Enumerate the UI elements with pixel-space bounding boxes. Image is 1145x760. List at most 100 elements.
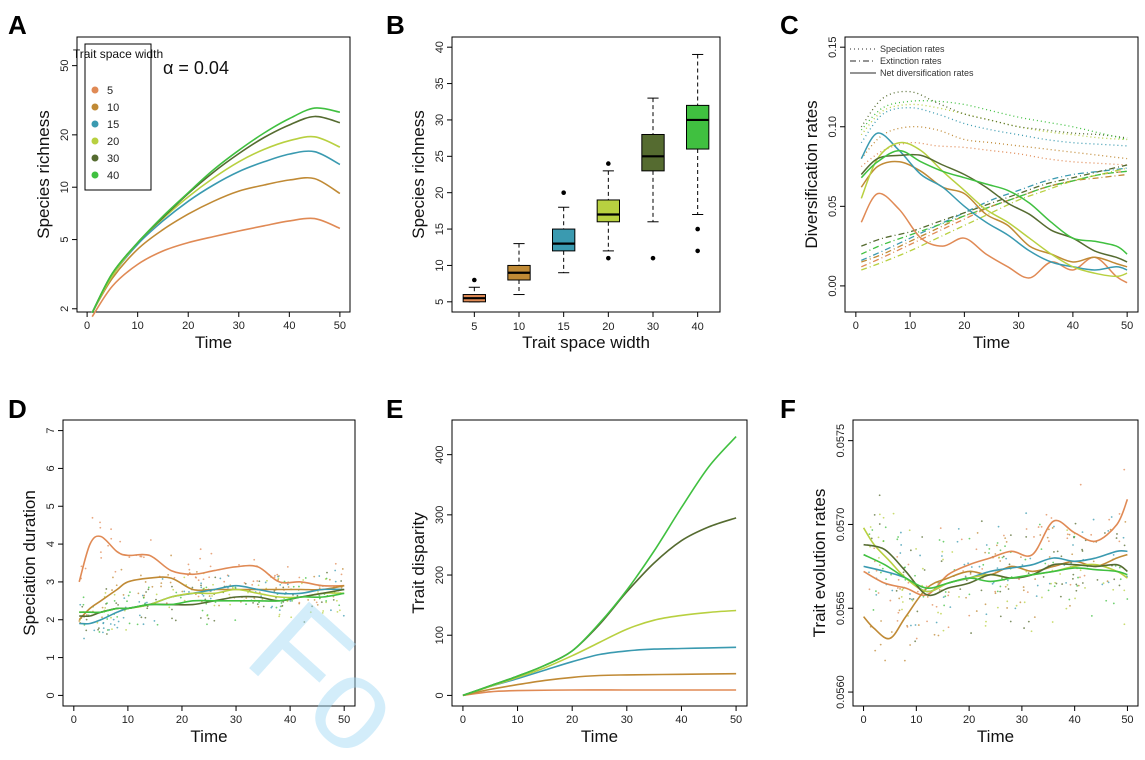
series-line-extinction-w30 (861, 164, 1128, 247)
scatter-point (1092, 560, 1095, 563)
scatter-point (321, 611, 324, 614)
scatter-point (941, 555, 943, 557)
x-tick-label: 10 (132, 320, 144, 332)
scatter-point (170, 554, 173, 557)
scatter-point (1081, 531, 1084, 534)
scatter-point (882, 540, 885, 542)
scatter-point (875, 590, 877, 593)
scatter-point (1048, 556, 1051, 558)
series-line-net-w15 (860, 132, 1128, 271)
scatter-point (340, 580, 343, 582)
series-line-speciation-w10 (860, 125, 1128, 160)
scatter-point (140, 574, 142, 577)
scatter-point (93, 629, 96, 632)
scatter-point (334, 569, 337, 572)
scatter-point (210, 552, 213, 555)
scatter-point (1112, 554, 1115, 556)
scatter-point (938, 539, 941, 541)
y-tick-label: 20 (434, 187, 446, 199)
box-15 (552, 228, 576, 252)
scatter-point (278, 615, 281, 618)
scatter-point (252, 580, 255, 583)
scatter-point (1041, 596, 1043, 599)
scatter-point (1040, 548, 1043, 551)
scatter-point (264, 581, 267, 584)
scatter-point (1115, 537, 1118, 539)
scatter-point (1092, 518, 1095, 521)
x-tick-label: 15 (558, 321, 570, 333)
x-tick-label: 30 (230, 714, 242, 726)
scatter-point (119, 540, 122, 543)
scatter-point (914, 574, 916, 577)
scatter-point (1053, 585, 1056, 588)
x-tick-label: 0 (860, 714, 866, 726)
scatter-point (304, 577, 307, 579)
scatter-point (274, 574, 276, 577)
x-axis-label: Time (581, 727, 618, 746)
y-tick-label: 5 (45, 503, 57, 509)
x-tick-label: 40 (675, 714, 687, 726)
scatter-point (895, 589, 898, 592)
scatter-point (1075, 589, 1078, 592)
x-tick-label: 30 (647, 321, 659, 333)
scatter-point (111, 628, 113, 631)
scatter-point (1056, 550, 1059, 553)
scatter-point (161, 578, 164, 580)
scatter-point (901, 601, 904, 603)
scatter-point (139, 555, 142, 558)
panel-c: 0.00 0.05 0.10 0.15 0 10 20 30 40 50 Time Diversifi… (780, 10, 1139, 352)
scatter-point (147, 588, 150, 591)
y-tick-label: 40 (434, 41, 446, 53)
scatter-point (1051, 621, 1054, 623)
scatter-point (1025, 528, 1028, 530)
scatter-point (173, 576, 176, 579)
scatter-point (985, 544, 988, 546)
x-tick-label: 0 (84, 320, 90, 332)
x-tick-label: 5 (471, 321, 477, 333)
y-tick-label: 200 (434, 566, 446, 584)
scatter-point (100, 557, 103, 559)
series-line-extinction-w20 (861, 167, 1128, 271)
scatter-point (155, 593, 158, 596)
scatter-point (102, 627, 105, 630)
scatter-point (1081, 582, 1084, 584)
scatter-point (188, 568, 191, 571)
scatter-point (202, 594, 205, 597)
scatter-point (956, 540, 959, 543)
scatter-point (896, 538, 899, 541)
scatter-point (1025, 512, 1028, 515)
y-axis-label: Trait disparity (409, 512, 428, 614)
scatter-point (963, 563, 966, 566)
scatter-point (200, 582, 203, 585)
legend-label: 10 (107, 102, 119, 114)
scatter-point (326, 571, 328, 574)
legend: Trait space width 5 10 15 20 30 40 (73, 43, 163, 191)
scatter-point (172, 588, 175, 591)
scatter-point (83, 637, 85, 640)
scatter-point (1038, 523, 1041, 526)
legend-label: 5 (107, 85, 113, 97)
scatter-point (1090, 615, 1093, 617)
scatter-point (110, 528, 112, 531)
scatter-point (878, 564, 881, 567)
scatter-point (1054, 581, 1057, 584)
scatter-point (909, 644, 912, 646)
scatter-point (1107, 530, 1110, 532)
plot-frame (451, 419, 748, 707)
x-tick-label: 10 (904, 320, 916, 332)
scatter-point (1029, 557, 1032, 560)
scatter-point (160, 582, 163, 585)
scatter-point (1074, 597, 1076, 600)
scatter-point (137, 592, 140, 595)
scatter-point (942, 596, 945, 599)
scatter-point (96, 621, 99, 624)
scatter-point (207, 617, 210, 620)
series-line-w10 (78, 576, 345, 621)
scatter-point (1072, 573, 1075, 576)
scatter-point (1102, 582, 1105, 585)
scatter-point (1074, 522, 1077, 525)
scatter-point (915, 637, 918, 640)
scatter-point (206, 614, 209, 616)
scatter-point (872, 609, 875, 611)
scatter-point (923, 569, 926, 571)
